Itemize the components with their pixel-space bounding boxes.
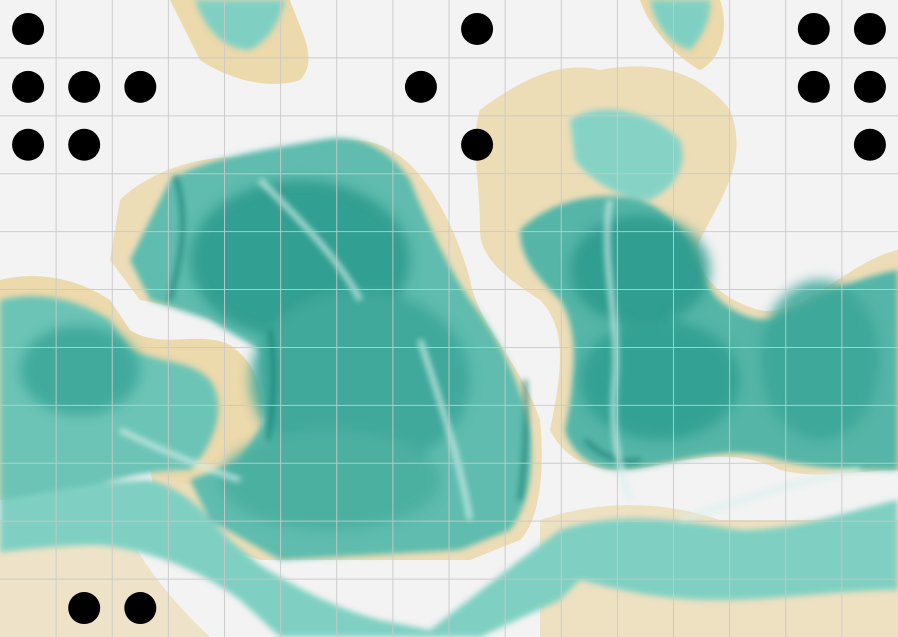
map-marker-dot bbox=[853, 70, 886, 103]
trenches bbox=[168, 174, 641, 501]
map-marker-dot bbox=[797, 12, 830, 45]
map-marker-dot bbox=[68, 592, 101, 625]
markers bbox=[12, 12, 886, 625]
map-marker-dot bbox=[853, 128, 886, 161]
map-marker-dot bbox=[12, 70, 45, 103]
map-marker-dot bbox=[124, 70, 157, 103]
map-marker-dot bbox=[124, 592, 157, 625]
map-marker-dot bbox=[461, 128, 494, 161]
map-marker-dot bbox=[461, 12, 494, 45]
map-marker-dot bbox=[68, 128, 101, 161]
map-marker-dot bbox=[68, 70, 101, 103]
map-marker-dot bbox=[853, 12, 886, 45]
map-marker-dot bbox=[12, 12, 45, 45]
map-marker-dot bbox=[797, 70, 830, 103]
map-marker-dot bbox=[404, 70, 437, 103]
map-marker-dot bbox=[12, 128, 45, 161]
